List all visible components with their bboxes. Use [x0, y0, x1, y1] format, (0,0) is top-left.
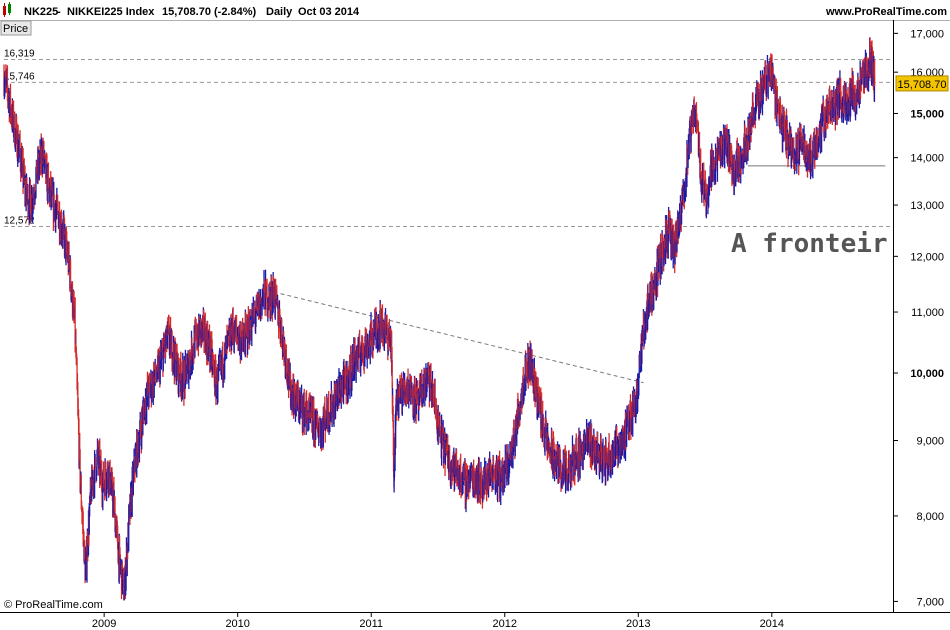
x-tick-label: 2013: [626, 618, 650, 630]
last-price-label: 15,708.70: [898, 79, 947, 91]
y-tick-label: 15,000: [910, 108, 944, 120]
date-label: Oct 03 2014: [298, 6, 360, 18]
trendline-layer: [273, 291, 644, 384]
price-bars-layer: [3, 37, 876, 601]
level-label: 16,319: [4, 49, 35, 60]
y-tick-label: 8,000: [916, 511, 944, 523]
symbol-label: NK225: [24, 6, 58, 18]
price-change: 15,708.70 (-2.84%): [162, 6, 257, 18]
x-tick-label: 2009: [92, 618, 116, 630]
axis-mask: [894, 21, 950, 611]
header-bar: [0, 0, 950, 20]
level-label: 12,572: [4, 216, 35, 227]
site-link[interactable]: www.ProRealTime.com: [825, 6, 947, 18]
y-tick-label: 12,000: [910, 251, 944, 263]
x-tick-label: 2010: [225, 618, 249, 630]
y-tick-label: 14,000: [910, 153, 944, 165]
period-label: Daily: [266, 6, 293, 18]
y-tick-label: 7,000: [916, 596, 944, 608]
last-price-badge: [895, 75, 949, 92]
y-tick-label: 9,000: [916, 436, 944, 448]
x-tick-label: 2014: [760, 618, 784, 630]
copyright-text: © ProRealTime.com: [4, 599, 103, 611]
annotation-text: A fronteir: [731, 229, 888, 259]
panel-tab[interactable]: Price: [0, 20, 32, 36]
candlestick-icon: [3, 2, 11, 17]
x-tick-label: 2011: [359, 618, 383, 630]
y-tick-label: 10,000: [910, 368, 944, 380]
trendline: [273, 291, 644, 384]
level-label: 15,746: [4, 71, 35, 82]
levels-layer: 16,319 15,746 12,572: [4, 49, 892, 228]
x-tick-label: 2012: [493, 618, 517, 630]
y-tick-label: 11,000: [911, 307, 944, 319]
y-axis-labels: 17,00016,00015,00014,00013,00012,00011,0…: [893, 28, 949, 608]
dash-separator: -: [57, 6, 61, 18]
x-axis: 2009 2010 2011 2012 2013 2014: [92, 612, 784, 630]
panel-tab-label: Price: [3, 23, 28, 35]
y-tick-label: 13,000: [910, 200, 944, 212]
y-tick-label: 17,000: [910, 28, 944, 40]
instrument-name: NIKKEI225 Index: [67, 6, 155, 18]
